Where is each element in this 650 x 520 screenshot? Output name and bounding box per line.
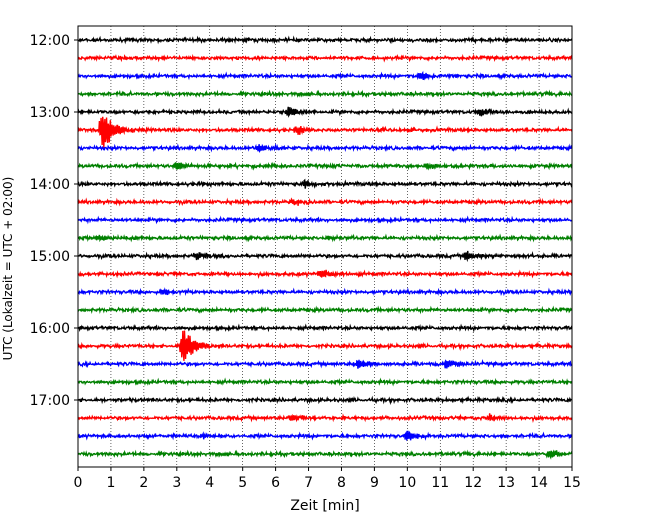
trace-1700: [77, 395, 573, 406]
x-tick-label: 7: [304, 475, 313, 491]
trace-1415: [77, 197, 573, 207]
x-tick-label: 8: [337, 475, 346, 491]
x-tick-label: 10: [398, 475, 416, 491]
trace-1500: [77, 250, 573, 263]
trace-1315: [77, 116, 573, 149]
trace-1600: [77, 323, 573, 333]
x-tick-label: 13: [497, 475, 515, 491]
x-tick-label: 4: [205, 475, 214, 491]
trace-1515: [77, 269, 573, 279]
trace-1630: [77, 359, 573, 369]
x-axis-label: Zeit [min]: [290, 498, 359, 514]
x-axis-ticks: 0 1 2 3 4 5 6 7 8 9 10 11 12 13 14 15: [74, 467, 581, 491]
x-tick-label: 9: [370, 475, 379, 491]
trace-1530: [77, 287, 573, 297]
trace-1545: [77, 305, 573, 315]
x-tick-label: 15: [563, 475, 581, 491]
trace-1645: [77, 377, 573, 387]
trace-1730: [77, 430, 573, 442]
y-tick-label: 17:00: [30, 393, 70, 409]
plot-frame: [77, 25, 573, 468]
y-tick-label: 13:00: [30, 105, 70, 121]
trace-1230: [77, 70, 573, 81]
trace-1445: [77, 233, 573, 243]
trace-1715: [77, 413, 573, 423]
x-tick-label: 3: [172, 475, 181, 491]
x-tick-label: 11: [431, 475, 449, 491]
trace-1430: [77, 215, 573, 225]
trace-1400: [77, 178, 573, 189]
trace-1300: [77, 106, 573, 118]
y-tick-label: 12:00: [30, 33, 70, 49]
x-tick-label: 14: [530, 475, 548, 491]
x-tick-label: 6: [271, 475, 280, 491]
x-tick-label: 2: [139, 475, 148, 491]
x-tick-label: 0: [74, 475, 83, 491]
trace-1215: [77, 53, 573, 63]
x-tick-label: 5: [238, 475, 247, 491]
trace-1330: [77, 142, 573, 153]
y-axis-label: UTC (Lokalzeit = UTC + 02:00): [1, 177, 15, 361]
trace-1615: [77, 330, 573, 361]
x-tick-label: 12: [464, 475, 482, 491]
seismic-traces: [77, 35, 573, 460]
trace-1345: [77, 161, 573, 171]
y-axis-ticks: 12:00 13:00 14:00 15:00 16:00 17:00: [30, 33, 78, 409]
trace-1245: [77, 89, 573, 99]
y-tick-label: 14:00: [30, 177, 70, 193]
trace-1745: [77, 449, 573, 460]
y-tick-label: 15:00: [30, 249, 70, 265]
trace-1200: [77, 35, 573, 45]
x-tick-label: 1: [106, 475, 115, 491]
y-tick-label: 16:00: [30, 321, 70, 337]
